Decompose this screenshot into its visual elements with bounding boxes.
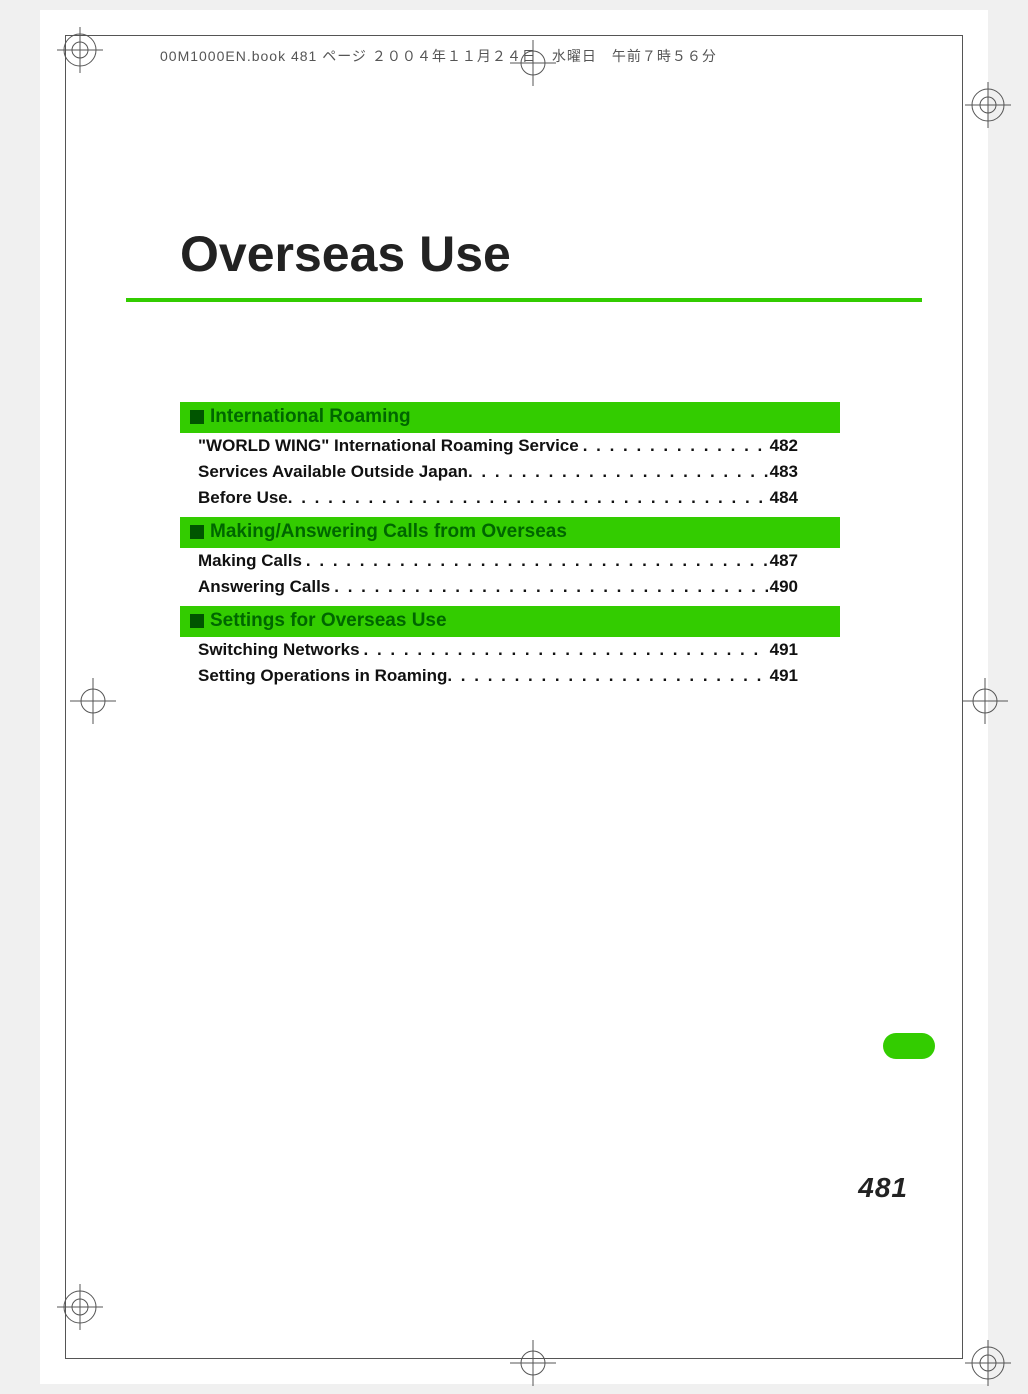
toc-row: Before Use 484 xyxy=(180,485,798,511)
toc-page: 482 xyxy=(768,436,798,456)
toc-leader-dots xyxy=(468,462,768,482)
section-header: Settings for Overseas Use xyxy=(180,606,840,637)
toc-label: Setting Operations in Roaming xyxy=(198,666,447,686)
toc-leader-dots xyxy=(447,666,767,686)
toc-leader-dots xyxy=(288,488,768,508)
toc-row: Setting Operations in Roaming 491 xyxy=(180,663,798,689)
toc-row: Services Available Outside Japan 483 xyxy=(180,459,798,485)
section-header: International Roaming xyxy=(180,402,840,433)
registration-mark-icon xyxy=(70,678,116,724)
toc-page: 490 xyxy=(768,577,798,597)
registration-mark-icon xyxy=(510,40,556,86)
registration-mark-icon xyxy=(57,27,103,73)
registration-mark-icon xyxy=(962,678,1008,724)
toc-row: Switching Networks 491 xyxy=(180,637,798,663)
toc-label: Answering Calls xyxy=(198,577,334,597)
page-sheet: 00M1000EN.book 481 ページ ２００４年１１月２４日 水曜日 午… xyxy=(40,10,988,1384)
bullet-square-icon xyxy=(190,410,204,424)
bullet-square-icon xyxy=(190,525,204,539)
registration-mark-icon xyxy=(510,1340,556,1386)
section-title: Making/Answering Calls from Overseas xyxy=(210,521,567,543)
section-header: Making/Answering Calls from Overseas xyxy=(180,517,840,548)
toc-leader-dots xyxy=(306,551,768,571)
table-of-contents: International Roaming "WORLD WING" Intern… xyxy=(180,402,840,695)
toc-row: Making Calls 487 xyxy=(180,548,798,574)
toc-row: "WORLD WING" International Roaming Servi… xyxy=(180,433,798,459)
registration-mark-icon xyxy=(57,1284,103,1330)
toc-leader-dots xyxy=(583,436,768,456)
side-tab xyxy=(883,1033,935,1059)
toc-label: Services Available Outside Japan xyxy=(198,462,468,482)
toc-label: Making Calls xyxy=(198,551,306,571)
chapter-title: Overseas Use xyxy=(180,225,511,283)
registration-mark-icon xyxy=(965,1340,1011,1386)
print-header: 00M1000EN.book 481 ページ ２００４年１１月２４日 水曜日 午… xyxy=(160,46,717,66)
toc-label: Before Use xyxy=(198,488,288,508)
toc-page: 487 xyxy=(768,551,798,571)
toc-page: 484 xyxy=(768,488,798,508)
toc-label: "WORLD WING" International Roaming Servi… xyxy=(198,436,583,456)
section-gap xyxy=(180,689,840,695)
toc-page: 483 xyxy=(768,462,798,482)
toc-page: 491 xyxy=(768,666,798,686)
toc-label: Switching Networks xyxy=(198,640,364,660)
title-rule xyxy=(126,298,922,302)
bullet-square-icon xyxy=(190,614,204,628)
section-title: International Roaming xyxy=(210,406,411,428)
page-number: 481 xyxy=(858,1172,908,1204)
registration-mark-icon xyxy=(965,82,1011,128)
toc-row: Answering Calls 490 xyxy=(180,574,798,600)
toc-page: 491 xyxy=(768,640,798,660)
section-title: Settings for Overseas Use xyxy=(210,610,447,632)
toc-leader-dots xyxy=(334,577,767,597)
toc-leader-dots xyxy=(364,640,768,660)
